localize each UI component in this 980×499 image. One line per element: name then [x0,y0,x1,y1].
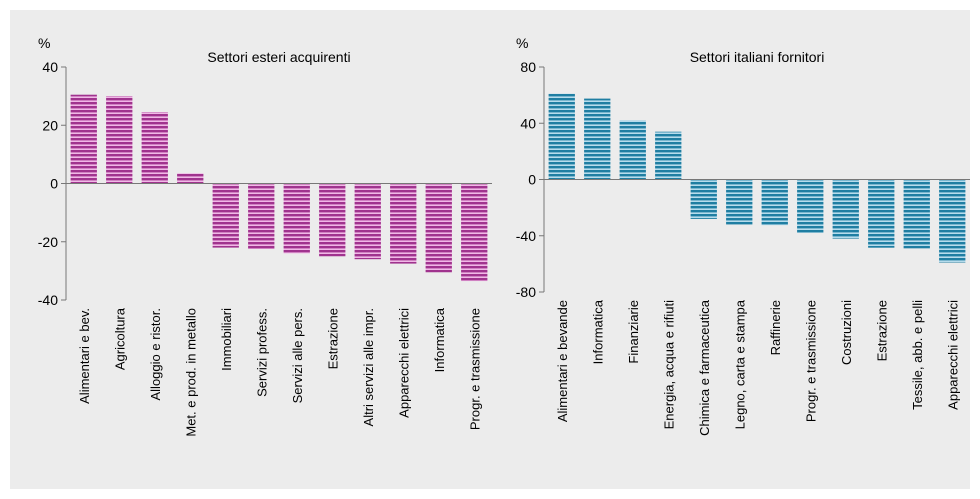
bar-8 [319,183,346,257]
category-label: Servizi profess. [254,308,269,397]
bar-4 [655,131,682,180]
chart-left-title: Settori esteri acquirenti [207,49,350,65]
bar-11 [425,183,452,273]
bar-5 [212,183,239,248]
y-tick-label: 0 [50,176,58,192]
bar-1 [548,93,575,180]
category-label: Legno, carta e stampa [732,299,747,429]
bar-8 [797,179,824,233]
category-label: Alloggio e ristor. [148,308,163,401]
bar-10 [390,183,417,264]
bar-11 [903,179,930,249]
category-label: Chimica e farmaceutica [697,299,712,436]
bar-12 [939,179,966,263]
y-tick-label: -40 [38,292,58,308]
category-label: Informatica [432,307,447,372]
bar-7 [761,179,788,226]
y-tick-label: 80 [520,59,536,75]
bar-9 [832,179,859,239]
bar-2 [106,96,133,184]
chart-canvas: % Settori esteri acquirenti 40 20 0 -20 -40 … [10,10,970,489]
category-label: Altri servizi alle impr. [361,308,376,426]
bar-5 [690,179,717,219]
category-label: Apparecchi elettrici [396,308,411,418]
category-label: Apparecchi elettrici [945,300,960,410]
bar-3 [141,112,168,184]
chart-left: % Settori esteri acquirenti 40200-20-40 … [38,35,492,437]
bar-6 [726,179,753,225]
bar-3 [619,120,646,180]
y-tick-label: 0 [528,172,536,188]
category-label: Progr. e trasmissione [467,308,482,430]
bar-12 [461,183,488,282]
category-label: Costruzioni [839,300,854,365]
category-label: Estrazione [325,308,340,369]
charts-svg: % Settori esteri acquirenti 40200-20-40 … [38,35,970,437]
bar-10 [868,179,895,248]
category-label: Progr. e trasmissione [803,300,818,422]
bar-2 [584,98,611,180]
category-label: Energia, acqua e rifiuti [661,300,676,429]
y-tick-label: 40 [520,115,536,131]
chart-right: % Settori italiani fornitori 80 40 0 -40 -80… [516,35,970,436]
y-tick-label: 40 [42,59,58,75]
y-tick-label: -40 [516,228,536,244]
bar-1 [70,94,97,184]
category-label: Immobiliari [219,308,234,371]
category-label: Met. e prod. in metallo [183,308,198,437]
chart-left-unit: % [38,35,50,51]
category-label: Finanziarie [626,300,641,364]
chart-right-title: Settori italiani fornitori [690,49,825,65]
category-label: Informatica [590,299,605,364]
category-label: Servizi alle pers. [290,308,305,403]
category-label: Alimentari e bev. [77,308,92,404]
y-tick-label: 20 [42,117,58,133]
y-tick-label: -20 [38,234,58,250]
bar-4 [177,173,204,184]
chart-right-unit: % [516,35,528,51]
bar-9 [354,183,381,260]
category-label: Tessile, abb. e pelli [910,300,925,410]
bar-7 [283,183,310,254]
category-label: Agricoltura [112,307,127,370]
bar-6 [248,183,275,249]
category-label: Raffinerie [768,300,783,355]
category-label: Alimentari e bevande [555,300,570,422]
y-tick-label: -80 [516,284,536,300]
category-label: Estrazione [874,300,889,361]
